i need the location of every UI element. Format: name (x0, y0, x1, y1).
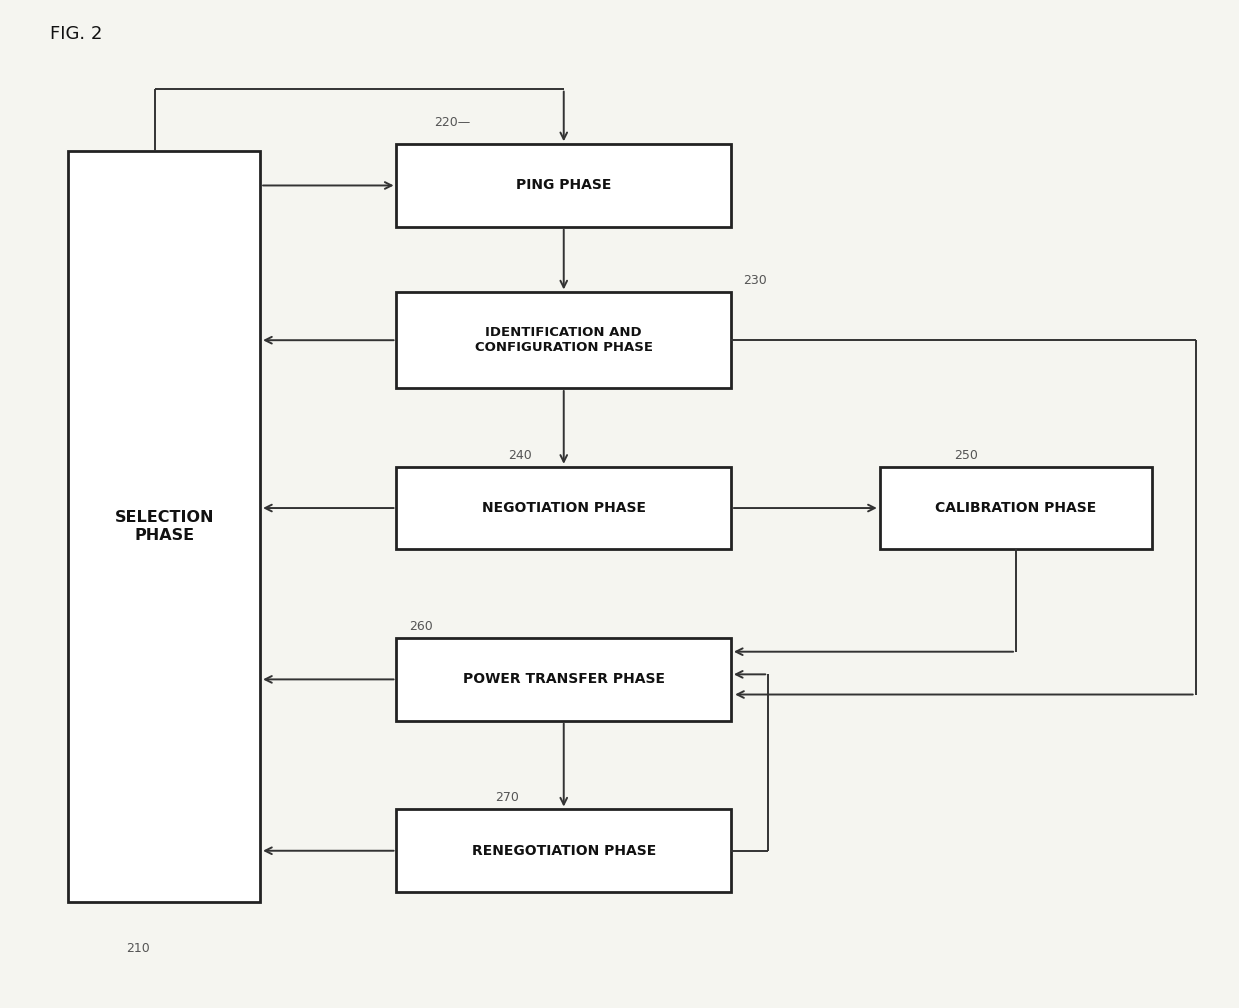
Text: IDENTIFICATION AND
CONFIGURATION PHASE: IDENTIFICATION AND CONFIGURATION PHASE (475, 327, 653, 354)
Text: 270: 270 (496, 791, 519, 804)
FancyBboxPatch shape (396, 809, 731, 892)
FancyBboxPatch shape (396, 467, 731, 549)
Text: 260: 260 (409, 620, 432, 633)
Text: RENEGOTIATION PHASE: RENEGOTIATION PHASE (472, 844, 655, 858)
Text: 250: 250 (954, 449, 978, 462)
Text: POWER TRANSFER PHASE: POWER TRANSFER PHASE (462, 672, 665, 686)
Text: FIG. 2: FIG. 2 (50, 25, 102, 43)
Text: 220—: 220— (434, 116, 470, 129)
Text: CALIBRATION PHASE: CALIBRATION PHASE (935, 501, 1097, 515)
FancyBboxPatch shape (396, 638, 731, 721)
Text: 210: 210 (126, 942, 150, 956)
Text: PING PHASE: PING PHASE (517, 178, 611, 193)
FancyBboxPatch shape (396, 292, 731, 388)
Text: 230: 230 (743, 274, 767, 287)
Text: SELECTION
PHASE: SELECTION PHASE (114, 510, 214, 543)
Text: NEGOTIATION PHASE: NEGOTIATION PHASE (482, 501, 646, 515)
FancyBboxPatch shape (396, 144, 731, 227)
FancyBboxPatch shape (68, 151, 260, 902)
FancyBboxPatch shape (880, 467, 1152, 549)
Text: 240: 240 (508, 449, 532, 462)
